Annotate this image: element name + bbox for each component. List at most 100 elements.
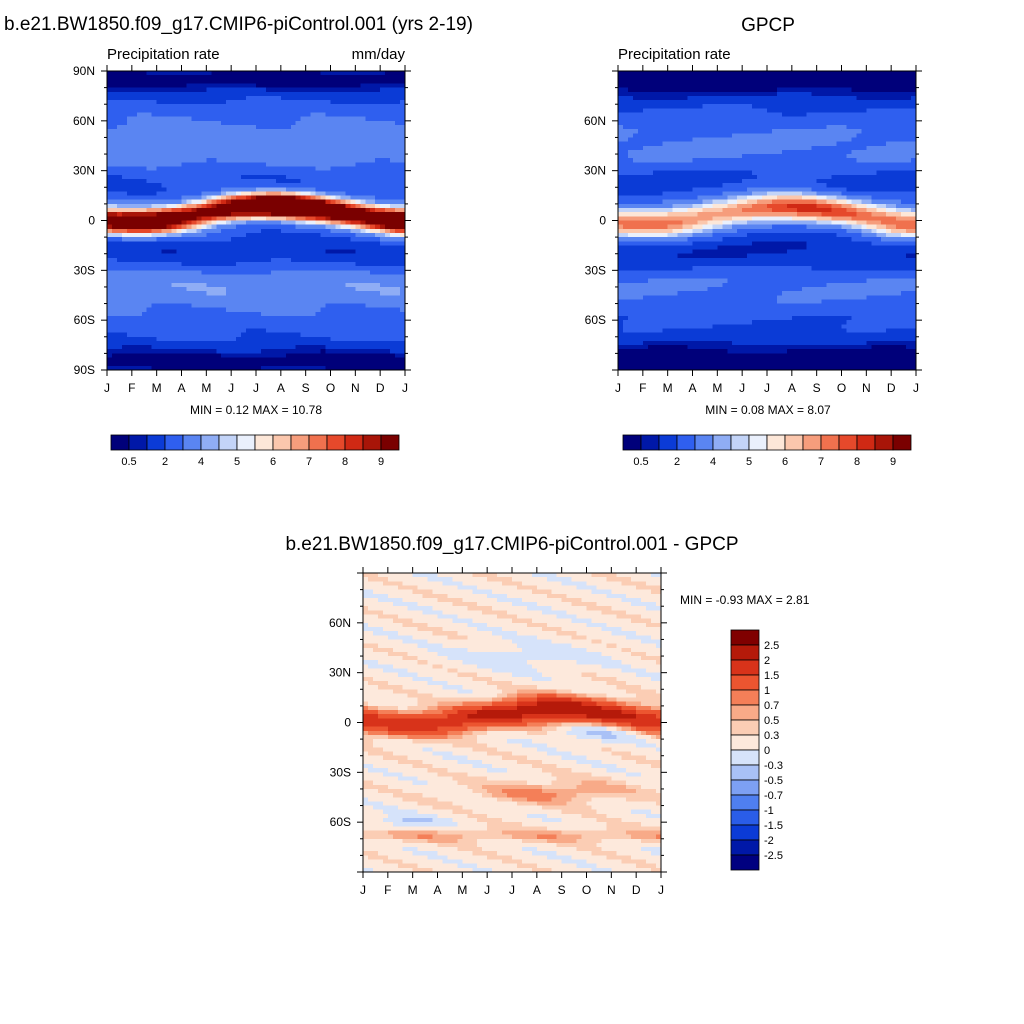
heat-cell <box>246 361 252 367</box>
heat-cell <box>166 232 173 238</box>
heat-cell <box>107 320 113 325</box>
heat-cell <box>141 149 148 155</box>
heat-cell <box>196 116 202 122</box>
heat-cell <box>385 274 391 280</box>
heat-cell <box>806 71 813 76</box>
heat-cell <box>881 100 887 105</box>
heat-cell <box>151 208 158 213</box>
heat-cell <box>226 208 232 213</box>
heat-cell <box>811 87 818 93</box>
heat-cell <box>176 178 183 184</box>
heat-cell <box>871 100 877 105</box>
heat-cell <box>365 170 371 176</box>
heat-cell <box>395 120 401 126</box>
heat-cell <box>851 100 857 105</box>
heat-cell <box>121 274 128 280</box>
heat-cell <box>201 237 207 242</box>
heat-cell <box>335 87 342 93</box>
heat-cell <box>340 100 346 105</box>
heat-cell <box>285 353 292 359</box>
heat-cell <box>191 228 197 234</box>
heat-cell <box>757 87 763 93</box>
heat-cell <box>206 145 212 151</box>
heat-cell <box>251 303 257 309</box>
heat-cell <box>211 133 217 139</box>
heat-cell <box>231 216 237 222</box>
heat-cell <box>107 158 113 163</box>
heat-cell <box>231 286 237 292</box>
heat-cell <box>315 365 322 371</box>
heat-cell <box>216 345 222 350</box>
heat-cell <box>136 241 143 247</box>
heat-cell <box>111 274 118 280</box>
heat-cell <box>181 311 188 317</box>
heat-cell <box>241 345 247 350</box>
heat-cell <box>111 216 118 222</box>
heat-cell <box>390 237 396 242</box>
heat-cell <box>375 108 381 114</box>
heat-cell <box>335 108 342 114</box>
heat-cell <box>171 357 178 363</box>
heat-cell <box>171 224 178 230</box>
heat-cell <box>896 104 902 109</box>
heat-cell <box>256 316 262 321</box>
heat-cell <box>280 87 287 93</box>
heat-cell <box>375 266 381 271</box>
heat-cell <box>131 166 138 172</box>
heat-cell <box>141 241 148 247</box>
heat-cell <box>186 145 193 151</box>
heat-cell <box>256 166 262 172</box>
heat-cell <box>370 158 376 163</box>
heat-cell <box>360 291 366 296</box>
heat-cell <box>141 245 148 251</box>
heat-cell <box>270 120 277 126</box>
heat-cell <box>380 232 386 238</box>
heat-cell <box>151 361 158 367</box>
heat-cell <box>201 253 207 259</box>
heat-cell <box>816 83 823 89</box>
heat-cell <box>280 108 287 114</box>
heat-cell <box>211 245 217 251</box>
heat-cell <box>380 83 386 89</box>
heat-cell <box>385 75 391 80</box>
heat-cell <box>400 274 406 280</box>
heat-cell <box>360 365 366 371</box>
heat-cell <box>320 187 327 193</box>
heat-cell <box>256 133 262 139</box>
heat-cell <box>370 237 376 242</box>
heat-cell <box>856 87 862 93</box>
heat-cell <box>161 320 168 325</box>
heat-cell <box>315 141 322 147</box>
heat-cell <box>360 257 366 263</box>
heat-cell <box>667 100 674 105</box>
heat-cell <box>290 303 297 309</box>
heat-cell <box>196 75 202 80</box>
heat-cell <box>116 154 123 159</box>
heat-cell <box>166 349 173 354</box>
heat-cell <box>191 303 197 309</box>
heat-cell <box>330 286 337 292</box>
heat-cell <box>181 137 188 143</box>
heat-cell <box>126 295 133 300</box>
heat-cell <box>216 203 222 209</box>
heat-cell <box>360 199 366 205</box>
heat-cell <box>260 274 267 280</box>
heat-cell <box>702 71 708 76</box>
heat-cell <box>221 154 227 159</box>
heat-cell <box>171 361 178 367</box>
heat-cell <box>375 270 381 276</box>
heat-cell <box>310 241 317 247</box>
heat-cell <box>201 178 207 184</box>
heat-cell <box>280 249 287 255</box>
heat-cell <box>246 203 252 209</box>
heat-cell <box>107 141 113 147</box>
heat-cell <box>801 75 808 80</box>
heat-cell <box>186 320 193 325</box>
heat-cell <box>256 216 262 222</box>
heat-cell <box>116 228 123 234</box>
heat-cell <box>116 162 123 168</box>
heat-cell <box>325 91 332 97</box>
heat-cell <box>851 83 857 89</box>
heat-cell <box>166 79 173 85</box>
heat-cell <box>767 91 773 97</box>
